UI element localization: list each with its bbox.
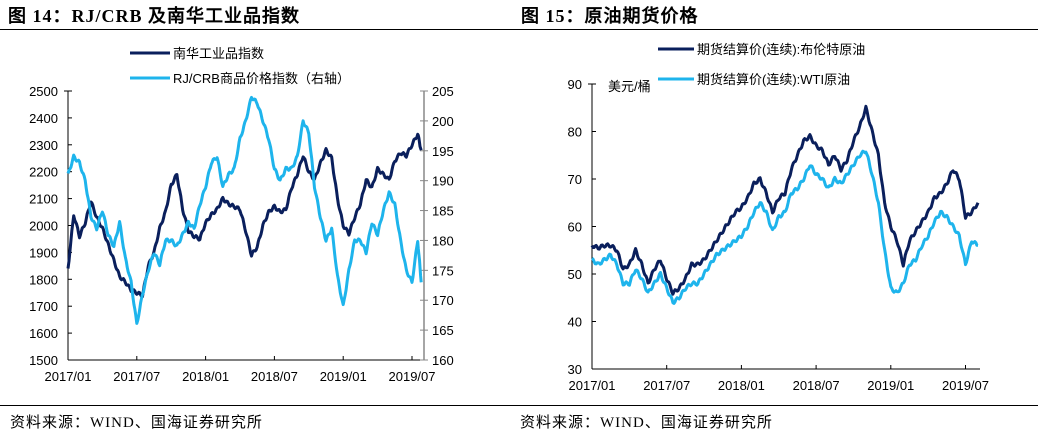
left-series-line-secondary xyxy=(66,95,423,325)
right-title-rule xyxy=(519,29,1038,30)
left-y-tick-label: 2100 xyxy=(29,192,58,207)
left-legend-label: 南华工业品指数 xyxy=(173,46,264,61)
left-source-note: 资料来源：WIND、国海证券研究所 xyxy=(10,415,263,431)
left-y2-tick-label: 175 xyxy=(432,263,454,278)
left-x-tick-label: 2017/01 xyxy=(45,369,92,384)
right-x-tick-label: 2017/01 xyxy=(569,378,616,393)
right-y-tick-label: 90 xyxy=(568,77,582,92)
left-title-rule xyxy=(0,29,520,30)
right-series-line-primary xyxy=(590,104,980,296)
right-y-tick-label: 80 xyxy=(568,125,582,140)
left-y-tick-label: 2000 xyxy=(29,219,58,234)
right-unit-label: 美元/桶 xyxy=(608,79,651,94)
right-source-note: 资料来源：WIND、国海证券研究所 xyxy=(520,415,773,431)
right-y-tick-label: 60 xyxy=(568,220,582,235)
left-y2-tick-label: 170 xyxy=(432,293,454,308)
left-y-tick-label: 2500 xyxy=(29,84,58,99)
left-legend-label: RJ/CRB商品价格指数（右轴） xyxy=(173,71,350,86)
left-x-tick-label: 2017/07 xyxy=(113,369,160,384)
left-x-tick-label: 2019/01 xyxy=(320,369,367,384)
right-legend-label: 期货结算价(连续):布伦特原油 xyxy=(697,42,865,57)
left-y-tick-label: 2300 xyxy=(29,138,58,153)
left-x-tick-label: 2018/07 xyxy=(251,369,298,384)
left-x-tick-label: 2019/07 xyxy=(389,369,436,384)
left-y2-tick-label: 190 xyxy=(432,174,454,189)
left-source-rule xyxy=(0,405,520,406)
left-y2-tick-label: 165 xyxy=(432,323,454,338)
right-y-tick-label: 50 xyxy=(568,267,582,282)
left-y2-tick-label: 195 xyxy=(432,144,454,159)
left-y-tick-label: 1900 xyxy=(29,245,58,260)
right-series-line-secondary xyxy=(591,149,979,305)
left-y-tick-label: 2400 xyxy=(29,111,58,126)
left-series-line-primary xyxy=(66,132,423,299)
left-y2-tick-label: 200 xyxy=(432,114,454,129)
left-y-tick-label: 2200 xyxy=(29,165,58,180)
right-y-tick-label: 30 xyxy=(568,362,582,377)
left-y-tick-label: 1700 xyxy=(29,299,58,314)
right-x-tick-label: 2019/01 xyxy=(867,378,914,393)
left-y-tick-label: 1500 xyxy=(29,353,58,368)
left-x-tick-label: 2018/01 xyxy=(182,369,229,384)
left-y2-tick-label: 160 xyxy=(432,353,454,368)
right-legend-label: 期货结算价(连续):WTI原油 xyxy=(697,72,850,87)
left-y2-tick-label: 180 xyxy=(432,233,454,248)
left-figure-title: 图 14：RJ/CRB 及南华工业品指数 xyxy=(8,6,301,26)
right-x-tick-label: 2017/07 xyxy=(643,378,690,393)
left-y2-tick-label: 185 xyxy=(432,204,454,219)
right-y-tick-label: 40 xyxy=(568,315,582,330)
left-y2-tick-label: 205 xyxy=(432,84,454,99)
right-x-tick-label: 2018/07 xyxy=(793,378,840,393)
right-source-rule xyxy=(519,405,1038,406)
right-x-tick-label: 2019/07 xyxy=(942,378,989,393)
right-y-tick-label: 70 xyxy=(568,172,582,187)
right-x-tick-label: 2018/01 xyxy=(718,378,765,393)
left-y-tick-label: 1600 xyxy=(29,326,58,341)
right-figure-title: 图 15：原油期货价格 xyxy=(521,6,699,26)
left-y-tick-label: 1800 xyxy=(29,272,58,287)
